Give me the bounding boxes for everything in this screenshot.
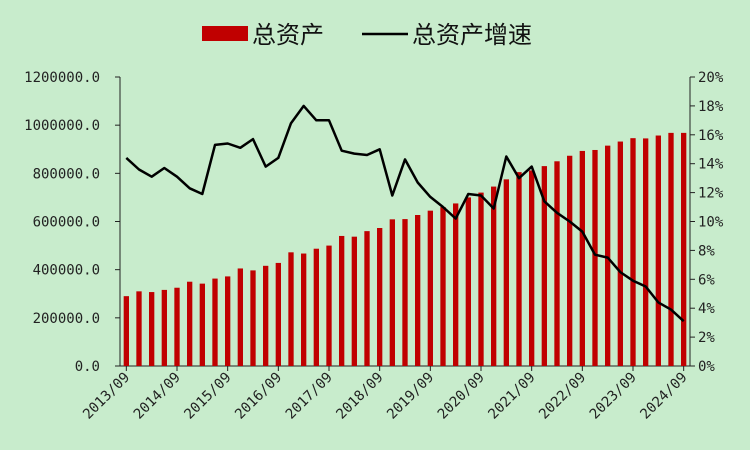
y-right-tick-label: 4% (698, 301, 715, 317)
y-right-tick-label: 0% (698, 359, 715, 375)
bar (275, 262, 281, 366)
bar (453, 203, 459, 366)
y-left-tick-label: 0.0 (75, 359, 100, 375)
y-right-tick-label: 10% (698, 215, 724, 231)
bar (377, 228, 383, 366)
y-left-tick-label: 1000000.0 (24, 118, 100, 134)
bar (288, 252, 294, 366)
x-tick-label: 2014/09 (131, 370, 184, 423)
y-left-tick-label: 800000.0 (33, 166, 100, 182)
bar (579, 150, 585, 366)
y-right-tick-label: 12% (698, 186, 724, 202)
x-tick-label: 2016/09 (232, 370, 285, 423)
y-left-tick-label: 200000.0 (33, 311, 100, 327)
bar (301, 253, 307, 366)
y-right-tick-label: 6% (698, 272, 715, 288)
x-tick-label: 2020/09 (435, 370, 488, 423)
x-tick-label: 2015/09 (181, 370, 234, 423)
legend-line-label: 总资产增速 (412, 21, 532, 49)
bar (491, 186, 497, 366)
bar (529, 170, 535, 366)
y-right-tick-label: 18% (698, 99, 724, 115)
x-tick-label: 2021/09 (485, 370, 538, 423)
plot-area: 0.0 200000.0 400000.0 600000.0 800000.0 10000… (24, 70, 724, 423)
bar (212, 278, 218, 366)
x-tick-label: 2023/09 (587, 370, 640, 423)
bar (263, 265, 269, 366)
x-tick-label: 2022/09 (536, 370, 589, 423)
y-right-tick-label: 8% (698, 243, 715, 259)
bar (681, 132, 687, 366)
y-right-tick-label: 20% (698, 70, 724, 86)
bar (149, 292, 155, 366)
bar (617, 141, 623, 366)
x-tick-label: 2018/09 (333, 370, 386, 423)
bar (123, 296, 129, 366)
bar (415, 214, 421, 366)
x-tick-label: 2017/09 (283, 370, 336, 423)
bar (478, 192, 484, 366)
bar (174, 287, 180, 366)
bar (364, 231, 370, 366)
bar (250, 270, 256, 366)
bar (199, 283, 205, 366)
x-tick-label: 2013/09 (80, 370, 133, 423)
bar (567, 155, 573, 366)
growth-line (125, 104, 685, 323)
bar (503, 179, 509, 366)
legend-bar-label: 总资产 (252, 21, 324, 49)
x-tick-label: 2024/09 (637, 370, 690, 423)
bar (187, 281, 193, 366)
bar (402, 219, 408, 366)
bar (643, 138, 649, 366)
bar (516, 172, 522, 366)
bar (554, 161, 560, 366)
y-left-tick-label: 600000.0 (33, 215, 100, 231)
y-left-tick-label: 400000.0 (33, 263, 100, 279)
bar (136, 291, 142, 366)
bar (427, 210, 433, 366)
y-right-tick-label: 14% (698, 157, 724, 173)
bar (326, 245, 332, 366)
bar (351, 236, 357, 366)
bar (237, 268, 243, 366)
y-left-tick-label: 1200000.0 (24, 70, 100, 86)
x-tick-label: 2019/09 (384, 370, 437, 423)
bar (389, 219, 395, 366)
bar (465, 197, 471, 366)
y-right-tick-label: 2% (698, 330, 715, 346)
bar (225, 276, 231, 366)
bar (161, 289, 167, 366)
bar (339, 235, 345, 366)
legend: 总资产 总资产增速 (202, 21, 532, 49)
bar (313, 248, 319, 366)
legend-bar-swatch (202, 26, 248, 41)
bar (605, 145, 611, 366)
bar (592, 149, 598, 366)
bar (541, 166, 547, 366)
bar (668, 132, 674, 366)
bar (655, 135, 661, 366)
y-right-tick-label: 16% (698, 128, 724, 144)
bar (440, 207, 446, 366)
bar (630, 138, 636, 366)
